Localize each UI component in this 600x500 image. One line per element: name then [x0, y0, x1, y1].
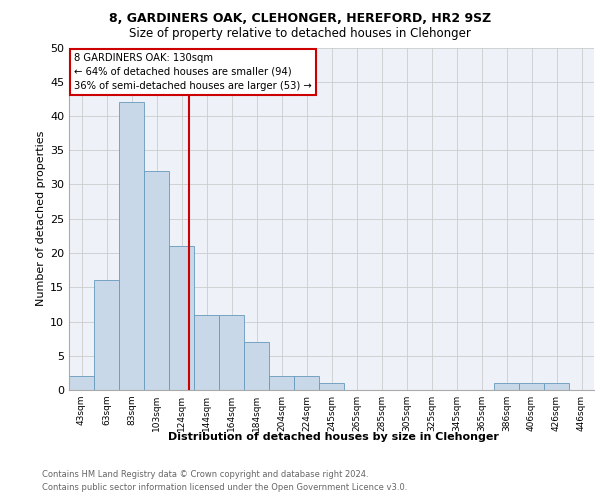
Text: Distribution of detached houses by size in Clehonger: Distribution of detached houses by size … [167, 432, 499, 442]
Bar [169, 246, 194, 390]
Bar [144, 171, 169, 390]
Bar [94, 280, 119, 390]
Bar [269, 376, 294, 390]
Bar [219, 314, 244, 390]
Bar [244, 342, 269, 390]
Y-axis label: Number of detached properties: Number of detached properties [36, 131, 46, 306]
Bar [69, 376, 94, 390]
Bar [194, 314, 219, 390]
Text: 8 GARDINERS OAK: 130sqm
← 64% of detached houses are smaller (94)
36% of semi-de: 8 GARDINERS OAK: 130sqm ← 64% of detache… [74, 52, 312, 90]
Bar [519, 383, 544, 390]
Text: 8, GARDINERS OAK, CLEHONGER, HEREFORD, HR2 9SZ: 8, GARDINERS OAK, CLEHONGER, HEREFORD, H… [109, 12, 491, 26]
Bar [119, 102, 144, 390]
Bar [294, 376, 319, 390]
Bar [319, 383, 344, 390]
Text: Contains public sector information licensed under the Open Government Licence v3: Contains public sector information licen… [42, 482, 407, 492]
Bar [494, 383, 519, 390]
Text: Contains HM Land Registry data © Crown copyright and database right 2024.: Contains HM Land Registry data © Crown c… [42, 470, 368, 479]
Text: Size of property relative to detached houses in Clehonger: Size of property relative to detached ho… [129, 28, 471, 40]
Bar [544, 383, 569, 390]
